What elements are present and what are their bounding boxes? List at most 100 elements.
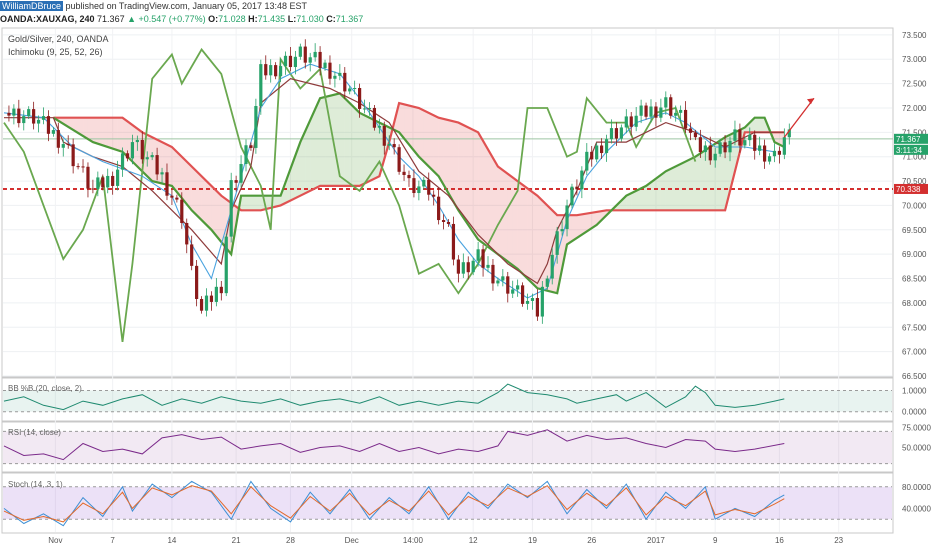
- senkou-span-a-line: [52, 92, 785, 295]
- cloud-segment: [695, 153, 701, 211]
- cloud-segment: [399, 103, 405, 139]
- candle-body: [535, 298, 539, 317]
- candle-body: [471, 260, 475, 273]
- cloud-segment: [404, 104, 409, 145]
- cloud-segment: [754, 117, 760, 133]
- candle-body: [22, 116, 26, 124]
- candle-body: [392, 144, 396, 148]
- cloud-segment: [211, 185, 217, 236]
- candle-body: [743, 140, 747, 146]
- cloud-segment: [670, 166, 676, 211]
- candle-body: [91, 188, 95, 190]
- candle-body: [787, 129, 791, 138]
- countdown-tag: [894, 144, 928, 155]
- candle-body: [86, 166, 90, 189]
- candle-body: [520, 285, 525, 304]
- candle-body: [259, 64, 263, 107]
- symbol-line: OANDA:XAUXAG, 240 71.367 ▲ +0.547 (+0.77…: [0, 13, 932, 25]
- candle-body: [748, 134, 752, 141]
- candle-body: [669, 97, 673, 116]
- author-link[interactable]: WilliamDBruce: [0, 1, 64, 11]
- candle-body: [545, 278, 549, 287]
- cloud-segment: [122, 117, 128, 157]
- candle-body: [358, 87, 362, 109]
- candle-body: [298, 46, 302, 57]
- cloud-segment: [191, 166, 197, 216]
- cloud-segment: [527, 188, 533, 284]
- candle-body: [333, 75, 337, 79]
- cloud-segment: [374, 120, 380, 179]
- cloud-segment: [112, 117, 118, 151]
- y-tick-label: 68.500: [902, 275, 927, 284]
- cloud-segment: [473, 129, 479, 240]
- sub-y-tick-label: 50.0000: [902, 444, 931, 453]
- cloud-segment: [502, 170, 508, 262]
- candle-body: [348, 88, 352, 92]
- candle-body: [318, 51, 322, 69]
- candle-body: [160, 172, 164, 175]
- candle-body: [614, 128, 619, 139]
- candle-body: [585, 151, 589, 171]
- candle-body: [555, 231, 559, 255]
- candle-body: [693, 132, 698, 138]
- candle-body: [382, 126, 386, 146]
- x-tick-label: 23: [834, 536, 843, 545]
- cloud-segment: [107, 117, 113, 149]
- candle-body: [303, 46, 307, 63]
- x-tick-label: 14:00: [403, 536, 424, 545]
- y-tick-label: 72.000: [902, 104, 927, 113]
- price-pane[interactable]: [1, 27, 894, 378]
- up-arrow-icon: ▲: [127, 14, 137, 24]
- change: +0.547 (+0.77%): [138, 14, 206, 24]
- candle-body: [600, 145, 604, 154]
- candle-body: [703, 145, 707, 153]
- cloud-segment: [591, 211, 597, 229]
- candle-body: [283, 55, 288, 67]
- publish-line: WilliamDBruce published on TradingView.c…: [0, 0, 932, 12]
- y-tick-label: 67.000: [902, 348, 927, 357]
- candle-body: [239, 164, 243, 183]
- projection-arrow-line: [783, 97, 815, 138]
- cloud-segment: [300, 131, 306, 196]
- projection-arrow-head-icon: [806, 98, 814, 105]
- candle-body: [7, 112, 11, 116]
- cloud-segment: [285, 168, 291, 203]
- cloud-segment: [201, 176, 207, 225]
- candle-body: [525, 300, 530, 304]
- cloud-segment: [216, 190, 222, 242]
- y-tick-label: 71.000: [902, 153, 927, 162]
- cloud-segment: [181, 156, 187, 205]
- cloud-segment: [241, 195, 247, 211]
- candle-body: [234, 180, 238, 183]
- candle-body: [674, 112, 678, 116]
- rsi-title: RSI (14, close): [8, 428, 61, 437]
- cloud-segment: [87, 117, 93, 143]
- y-tick-label: 71.500: [902, 128, 927, 137]
- stoch-pane[interactable]: [1, 472, 894, 534]
- candle-body: [590, 151, 594, 160]
- candle-body: [644, 105, 648, 117]
- candle-body: [120, 153, 125, 170]
- candle-body: [407, 174, 411, 179]
- sub-y-tick-label: 40.0000: [902, 504, 931, 513]
- candle-body: [496, 280, 500, 284]
- stoch-d-line: [3, 485, 785, 523]
- candle-body: [688, 128, 693, 133]
- candle-body: [738, 129, 742, 146]
- cloud-segment: [83, 117, 88, 140]
- o-label: O:: [208, 14, 219, 24]
- candle-body: [150, 155, 154, 158]
- cloud-segment: [196, 171, 202, 221]
- y-tick-label: 67.500: [902, 323, 927, 332]
- candle-body: [135, 139, 139, 143]
- candle-body: [506, 276, 510, 294]
- candle-body: [432, 194, 436, 197]
- cloud-segment: [631, 190, 637, 211]
- cloud-segment: [497, 166, 503, 258]
- cloud-segment: [176, 151, 182, 199]
- candle-body: [728, 140, 732, 153]
- candle-body: [511, 289, 515, 294]
- cloud-segment: [137, 128, 143, 172]
- cloud-segment: [265, 195, 271, 210]
